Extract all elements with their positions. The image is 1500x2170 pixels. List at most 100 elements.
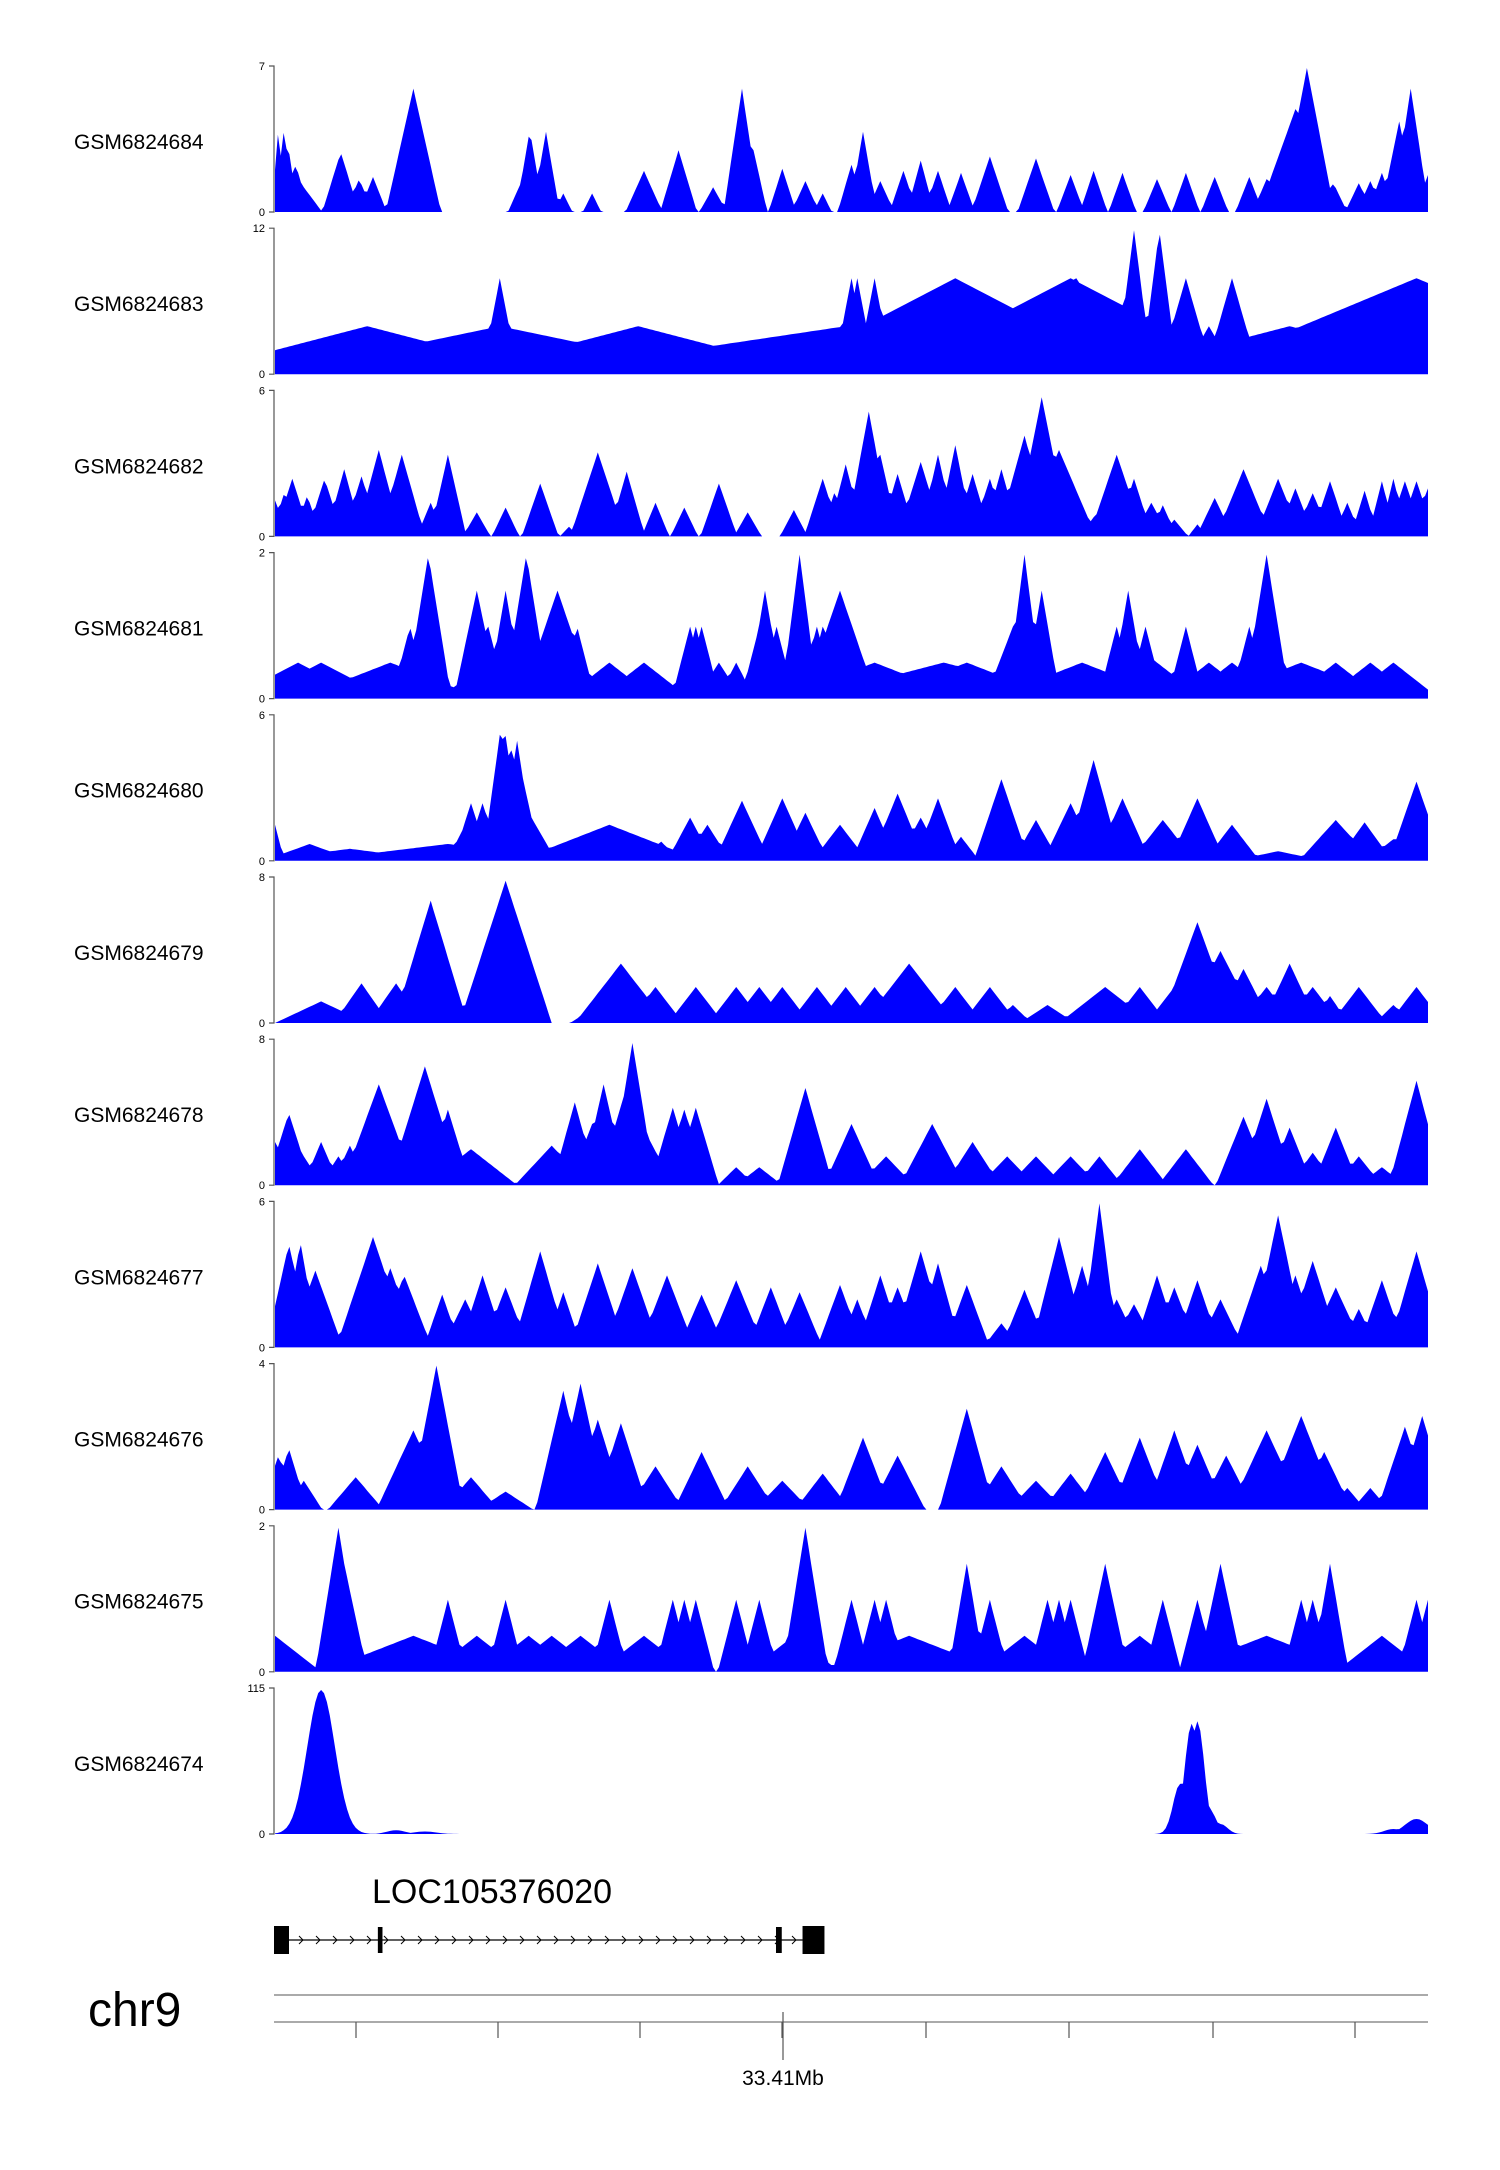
y-axis <box>269 389 275 537</box>
strand-arrow <box>349 1935 355 1945</box>
strand-arrow <box>723 1935 729 1945</box>
strand-arrow <box>536 1935 542 1945</box>
y-axis <box>269 1200 275 1348</box>
track-label: GSM6824675 <box>74 1591 204 1614</box>
y-max-label: 2 <box>259 1521 265 1533</box>
signal-area <box>275 1365 1428 1510</box>
y-max-label: 2 <box>259 548 265 560</box>
y-min-label: 0 <box>259 531 265 543</box>
strand-arrow <box>400 1935 406 1945</box>
strand-arrow <box>383 1935 389 1945</box>
strand-arrow <box>757 1935 763 1945</box>
track: GSM6824679 8 0 <box>74 872 1428 1030</box>
track: GSM6824678 8 0 <box>74 1034 1428 1192</box>
strand-arrow <box>672 1935 678 1945</box>
y-axis <box>269 227 275 375</box>
strand-arrow <box>604 1935 610 1945</box>
strand-arrow <box>519 1935 525 1945</box>
strand-arrow <box>689 1935 695 1945</box>
track-label: GSM6824683 <box>74 293 204 316</box>
track: GSM6824677 6 0 <box>74 1196 1428 1354</box>
signal-area <box>275 397 1428 537</box>
exon <box>274 1926 290 1954</box>
y-min-label: 0 <box>259 369 265 381</box>
track: GSM6824674 115 0 <box>74 1683 1428 1841</box>
y-min-label: 0 <box>259 856 265 868</box>
track-label: GSM6824677 <box>74 1266 204 1289</box>
strand-arrow <box>570 1935 576 1945</box>
y-max-label: 8 <box>259 872 265 884</box>
signal-area <box>275 880 1428 1023</box>
track-label: GSM6824674 <box>74 1753 204 1776</box>
track-label: GSM6824684 <box>74 131 204 154</box>
y-max-label: 6 <box>259 1196 265 1208</box>
track-label: GSM6824679 <box>74 942 204 965</box>
y-min-label: 0 <box>259 1667 265 1679</box>
exon <box>377 1927 383 1953</box>
y-axis <box>269 1038 275 1186</box>
track-label: GSM6824682 <box>74 455 204 478</box>
y-axis <box>269 1687 275 1835</box>
y-min-label: 0 <box>259 1018 265 1030</box>
strand-arrow <box>587 1935 593 1945</box>
y-axis <box>269 65 275 213</box>
signal-area <box>275 734 1428 861</box>
y-axis <box>269 552 275 700</box>
strand-arrow <box>553 1935 559 1945</box>
signal-area <box>275 68 1428 212</box>
signal-area <box>275 1203 1428 1348</box>
signal-area <box>275 1527 1428 1672</box>
gene-track: LOC105376020 <box>274 1873 825 1954</box>
y-min-label: 0 <box>259 207 265 219</box>
track-label: GSM6824681 <box>74 618 204 641</box>
y-max-label: 6 <box>259 385 265 397</box>
track: GSM6824676 4 0 <box>74 1359 1428 1517</box>
y-axis <box>269 714 275 862</box>
y-max-label: 6 <box>259 710 265 722</box>
chromosome-label: chr9 <box>88 1984 181 2037</box>
signal-area <box>275 230 1428 375</box>
y-min-label: 0 <box>259 694 265 706</box>
strand-arrow <box>638 1935 644 1945</box>
coordinate-label: 33.41Mb <box>742 2067 824 2090</box>
track: GSM6824680 6 0 <box>74 710 1428 868</box>
track-label: GSM6824676 <box>74 1429 204 1452</box>
chromosome-axis: chr9 33.41Mb <box>88 1984 1428 2090</box>
strand-arrow <box>332 1935 338 1945</box>
track-label: GSM6824678 <box>74 1104 204 1127</box>
strand-arrow <box>502 1935 508 1945</box>
strand-arrow <box>434 1935 440 1945</box>
strand-arrow <box>417 1935 423 1945</box>
track: GSM6824681 2 0 <box>74 548 1428 706</box>
strand-arrow <box>451 1935 457 1945</box>
strand-arrow <box>740 1935 746 1945</box>
track-label: GSM6824680 <box>74 780 204 803</box>
track: GSM6824683 12 0 <box>74 223 1428 381</box>
gene-name-label: LOC105376020 <box>372 1873 612 1911</box>
y-max-label: 7 <box>259 61 265 73</box>
y-axis <box>269 1525 275 1673</box>
strand-arrow <box>468 1935 474 1945</box>
y-axis <box>269 876 275 1024</box>
strand-arrow <box>485 1935 491 1945</box>
track: GSM6824675 2 0 <box>74 1521 1428 1679</box>
strand-arrow <box>298 1935 304 1945</box>
signal-tracks: GSM682468470GSM6824683120GSM682468260GSM… <box>74 61 1428 1841</box>
track: GSM6824684 7 0 <box>74 61 1428 219</box>
exon <box>802 1926 825 1954</box>
track: GSM6824682 6 0 <box>74 385 1428 543</box>
y-max-label: 8 <box>259 1034 265 1046</box>
y-min-label: 0 <box>259 1180 265 1192</box>
y-axis <box>269 1363 275 1511</box>
signal-area <box>275 1690 1428 1834</box>
signal-area <box>275 554 1428 699</box>
y-min-label: 0 <box>259 1342 265 1354</box>
y-max-label: 115 <box>247 1683 265 1695</box>
exon <box>775 1927 782 1953</box>
y-min-label: 0 <box>259 1829 265 1841</box>
strand-arrow <box>791 1935 797 1945</box>
strand-arrow <box>655 1935 661 1945</box>
y-min-label: 0 <box>259 1505 265 1517</box>
y-max-label: 12 <box>253 223 265 235</box>
